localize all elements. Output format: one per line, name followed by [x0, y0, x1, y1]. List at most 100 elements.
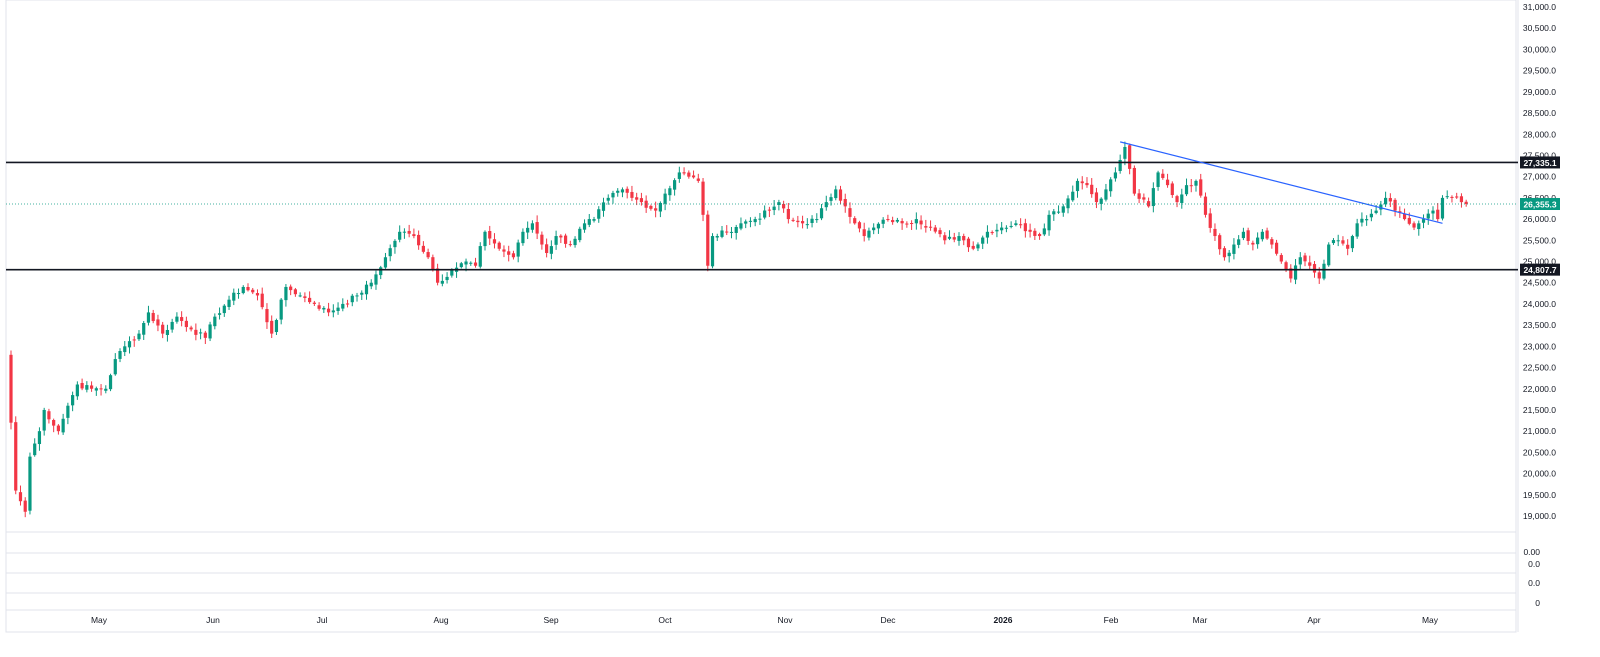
candle-body [151, 312, 155, 322]
candle-body [933, 227, 937, 232]
candle-body [189, 327, 193, 330]
drawings-layer[interactable] [6, 141, 1518, 271]
candle-body [85, 385, 89, 390]
candle-body [137, 333, 141, 340]
candle-body [734, 226, 738, 233]
candle-body [739, 223, 743, 229]
candle-body [559, 235, 563, 238]
candle-body [867, 230, 871, 238]
candle-body [1180, 194, 1184, 203]
candle-body [1208, 213, 1212, 228]
candle-body [303, 296, 307, 298]
candle-body [156, 319, 160, 326]
candle-body [985, 231, 990, 238]
candle-body [563, 235, 568, 244]
candle-body [957, 236, 961, 241]
candle-body [61, 418, 65, 433]
time-tick-label: Aug [433, 615, 448, 625]
candle-body [1393, 199, 1397, 211]
candle-body [549, 246, 553, 254]
candle-body [1459, 196, 1464, 203]
price-tick-label: 27,500.0 [1523, 150, 1556, 160]
candle-body [28, 456, 32, 511]
candle-body [108, 375, 113, 390]
candle-body [75, 384, 79, 397]
candle-body [66, 405, 70, 418]
candle-body [682, 172, 686, 174]
candle-body [663, 193, 667, 204]
candle-body [478, 246, 482, 267]
candle-body [14, 422, 18, 491]
time-axis[interactable]: May Jun Jul Aug Sep Oct Nov Dec 2026 Feb Mar Apr May [91, 615, 1439, 625]
candle-body [616, 190, 620, 193]
pane-value-label: 0.0 [1528, 578, 1540, 588]
candle-body [1246, 230, 1250, 241]
candle-body [829, 197, 833, 201]
candle-body [1350, 236, 1355, 249]
candle-body [796, 220, 800, 223]
candle-body [1260, 231, 1264, 240]
candle-body [545, 244, 549, 254]
candle-body [947, 236, 952, 239]
candle-body [1128, 145, 1132, 169]
candle-body [274, 320, 279, 333]
candle-body [94, 388, 98, 391]
candle-body [502, 249, 506, 252]
candle-body [687, 172, 691, 177]
candle-body [649, 205, 653, 209]
candle-body [436, 268, 440, 283]
candle-body [1080, 181, 1084, 184]
candle-body [407, 230, 411, 234]
candle-body [1426, 213, 1430, 219]
candle-body [853, 218, 857, 224]
candle-body [1019, 224, 1023, 226]
candle-body [355, 295, 359, 297]
candle-body [943, 235, 947, 241]
candle-body [412, 234, 416, 237]
price-tick-label: 28,500.0 [1523, 108, 1556, 118]
candle-body [587, 219, 591, 225]
candle-body [725, 231, 729, 233]
candle-body [227, 299, 231, 307]
candle-body [1033, 230, 1037, 236]
candle-body [232, 292, 236, 301]
candle-body [1360, 218, 1364, 223]
candle-body [1222, 248, 1227, 258]
candle-body [104, 388, 108, 391]
candle-body [900, 221, 904, 224]
candle-body [1369, 213, 1373, 218]
candle-body [763, 210, 767, 218]
candle-body [1379, 204, 1383, 210]
price-tick-label: 25,500.0 [1523, 235, 1556, 245]
candle-body [123, 346, 127, 353]
candle-body [710, 236, 715, 267]
candle-body [995, 229, 999, 232]
candle-body [1218, 235, 1222, 250]
candle-body [673, 180, 677, 190]
candle-body [1232, 244, 1236, 254]
price-tick-label: 21,500.0 [1523, 405, 1556, 415]
candle-body [473, 262, 478, 266]
candle-body [516, 242, 520, 257]
candle-body [848, 208, 852, 217]
candle-body [1331, 240, 1336, 244]
candle-body [639, 198, 644, 203]
candle-body [919, 220, 923, 225]
price-tick-label: 23,500.0 [1523, 320, 1556, 330]
candle-body [819, 208, 824, 219]
time-tick-label: Mar [1193, 615, 1208, 625]
candle-body [265, 309, 269, 323]
candle-body [1142, 197, 1146, 200]
candle-body [521, 231, 525, 244]
candle-body [1327, 244, 1331, 266]
candle-body [625, 188, 629, 193]
candle-body [990, 232, 994, 234]
candle-body [213, 316, 217, 327]
time-tick-label: Oct [658, 615, 672, 625]
candle-body [976, 244, 980, 249]
candle-body [1322, 263, 1326, 279]
price-axis[interactable]: 31,000.0 30,500.0 30,000.0 29,500.0 29,000.0… [1520, 2, 1560, 521]
candle-body [279, 299, 283, 320]
